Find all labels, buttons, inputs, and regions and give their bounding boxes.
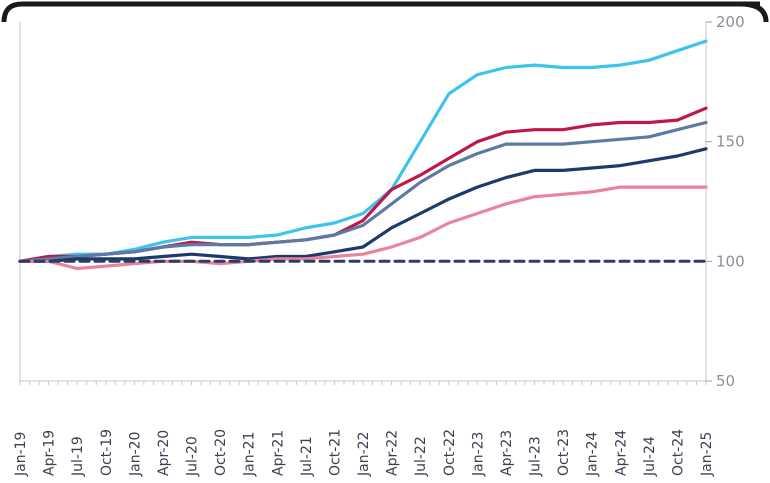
x-tick-label: Jan-21 [242, 432, 258, 477]
x-tick-label: Apr-20 [156, 430, 172, 476]
y-tick-label: 50 [716, 372, 735, 390]
x-tick-label: Jan-22 [356, 432, 372, 477]
x-tick-label: Jul-24 [642, 436, 658, 477]
x-tick-labels: Jan-19 Apr-19 Jul-19 Oct-19 Jan-20 Apr-20 Jul-… [13, 429, 715, 477]
frame-corner-top-left [1, 1, 760, 23]
x-tick-label: Apr-23 [499, 430, 515, 476]
x-tick-label: Jan-19 [13, 432, 29, 477]
x-tick-label: Oct-24 [670, 429, 686, 476]
x-tick-label: Jan-23 [470, 432, 486, 477]
x-tick-label: Jul-22 [413, 436, 429, 477]
y-tick-label: 200 [716, 13, 745, 31]
series-line-3 [18, 120, 708, 263]
x-tick-label: Apr-24 [613, 430, 629, 476]
plot-border [1, 1, 769, 23]
frame-corner-top-right [739, 1, 769, 23]
series-line-1 [18, 39, 708, 263]
y-tick-labels: 50 100 150 200 [716, 13, 745, 390]
series-line-5 [18, 185, 708, 271]
x-tick-label: Oct-23 [556, 429, 572, 476]
x-tick-label: Apr-21 [270, 430, 286, 476]
x-tick-label: Oct-19 [99, 429, 115, 476]
x-tick-label: Oct-21 [327, 429, 343, 476]
x-tick-label: Oct-20 [213, 429, 229, 476]
series-layer [18, 39, 708, 271]
x-tick-label: Jul-23 [528, 436, 544, 477]
x-tick-label: Oct-22 [442, 429, 458, 476]
y-tick-label: 100 [716, 252, 745, 270]
x-tick-label: Jan-24 [585, 431, 601, 477]
x-tick-label: Apr-19 [42, 430, 58, 476]
axes [19, 21, 712, 385]
series-line-2 [18, 106, 708, 263]
y-tick-label: 150 [716, 133, 745, 151]
series-line-4 [18, 147, 708, 263]
x-tick-label: Jan-25 [699, 432, 715, 477]
x-tick-label: Jul-19 [70, 436, 86, 477]
x-tick-label: Apr-22 [385, 430, 401, 476]
x-tick-label: Jul-20 [185, 436, 201, 477]
x-tick-label: Jan-20 [127, 432, 143, 477]
x-tick-label: Jul-21 [299, 436, 315, 477]
